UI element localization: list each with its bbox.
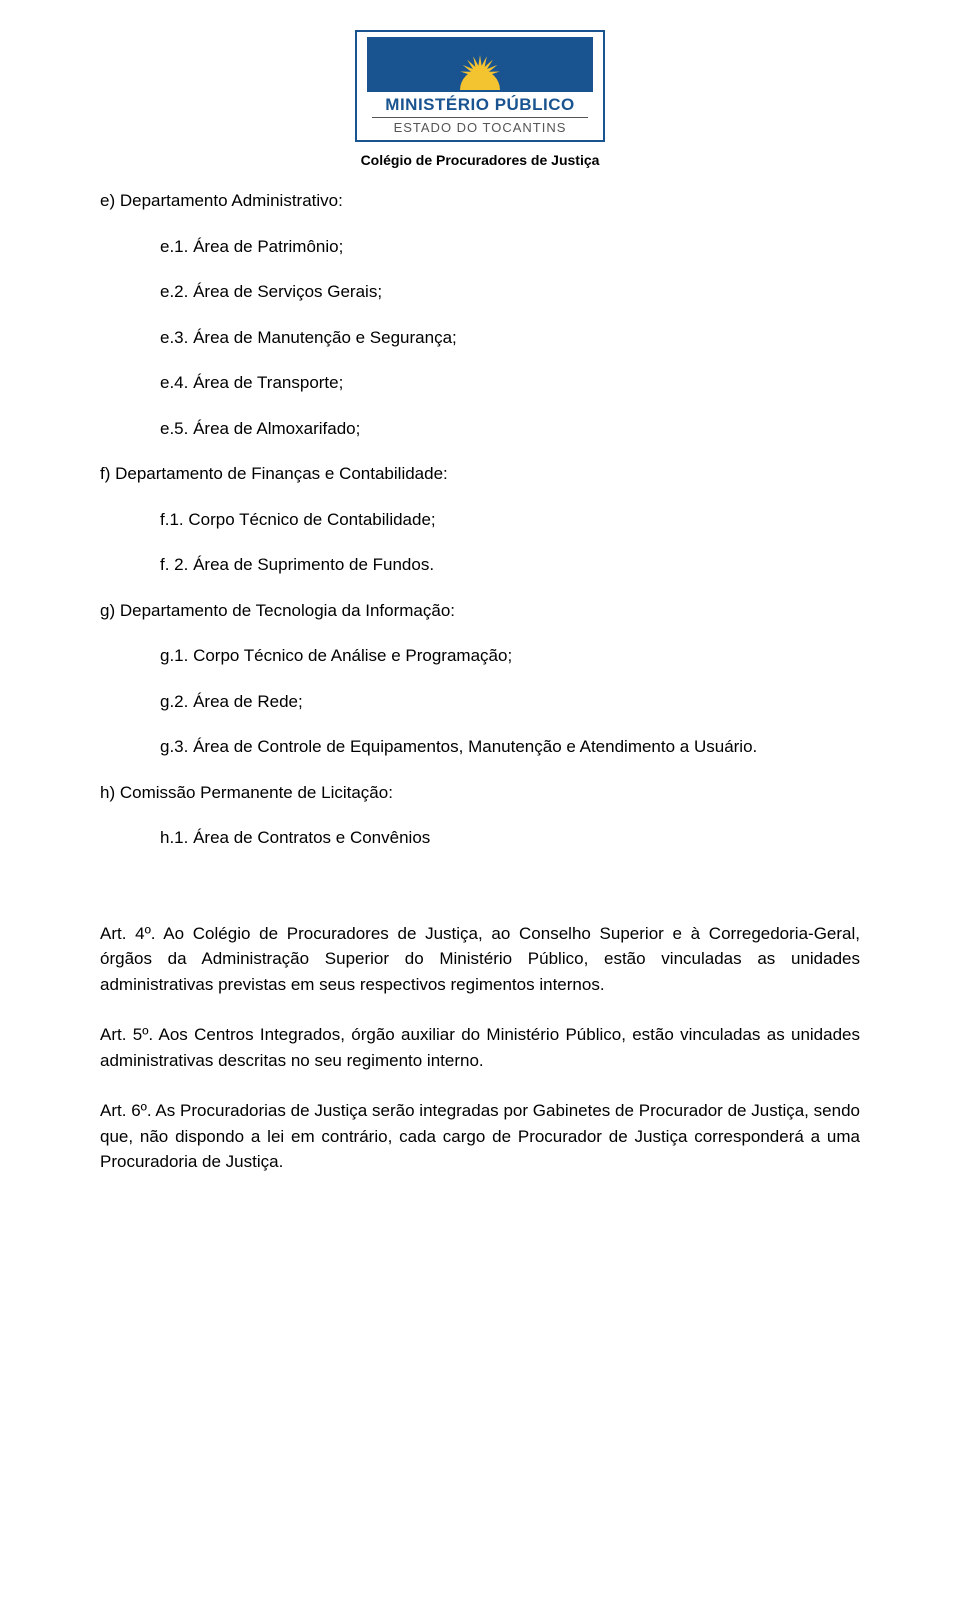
sun-icon	[445, 35, 515, 105]
logo: MINISTÉRIO PÚBLICO ESTADO DO TOCANTINS	[355, 30, 605, 142]
list-item: g.3. Área de Controle de Equipamentos, M…	[160, 734, 860, 760]
logo-brand-line2: ESTADO DO TOCANTINS	[367, 120, 593, 135]
section-h-title: h) Comissão Permanente de Licitação:	[100, 780, 860, 806]
section-g-title: g) Departamento de Tecnologia da Informa…	[100, 598, 860, 624]
document-body: e) Departamento Administrativo: e.1. Áre…	[100, 188, 860, 1175]
article-4: Art. 4º. Ao Colégio de Procuradores de J…	[100, 921, 860, 998]
logo-emblem	[367, 37, 593, 92]
list-item: f. 2. Área de Suprimento de Fundos.	[160, 552, 860, 578]
list-item: e.4. Área de Transporte;	[160, 370, 860, 396]
list-item: e.3. Área de Manutenção e Segurança;	[160, 325, 860, 351]
article-5: Art. 5º. Aos Centros Integrados, órgão a…	[100, 1022, 860, 1073]
header-subtitle: Colégio de Procuradores de Justiça	[361, 152, 600, 168]
section-e-title: e) Departamento Administrativo:	[100, 188, 860, 214]
list-item: g.1. Corpo Técnico de Análise e Programa…	[160, 643, 860, 669]
list-item: e.2. Área de Serviços Gerais;	[160, 279, 860, 305]
list-item: e.1. Área de Patrimônio;	[160, 234, 860, 260]
list-item: g.2. Área de Rede;	[160, 689, 860, 715]
article-6: Art. 6º. As Procuradorias de Justiça ser…	[100, 1098, 860, 1175]
list-item: e.5. Área de Almoxarifado;	[160, 416, 860, 442]
list-item: h.1. Área de Contratos e Convênios	[160, 825, 860, 851]
list-item: f.1. Corpo Técnico de Contabilidade;	[160, 507, 860, 533]
document-header: MINISTÉRIO PÚBLICO ESTADO DO TOCANTINS C…	[100, 30, 860, 168]
logo-divider	[372, 117, 588, 118]
section-f-title: f) Departamento de Finanças e Contabilid…	[100, 461, 860, 487]
